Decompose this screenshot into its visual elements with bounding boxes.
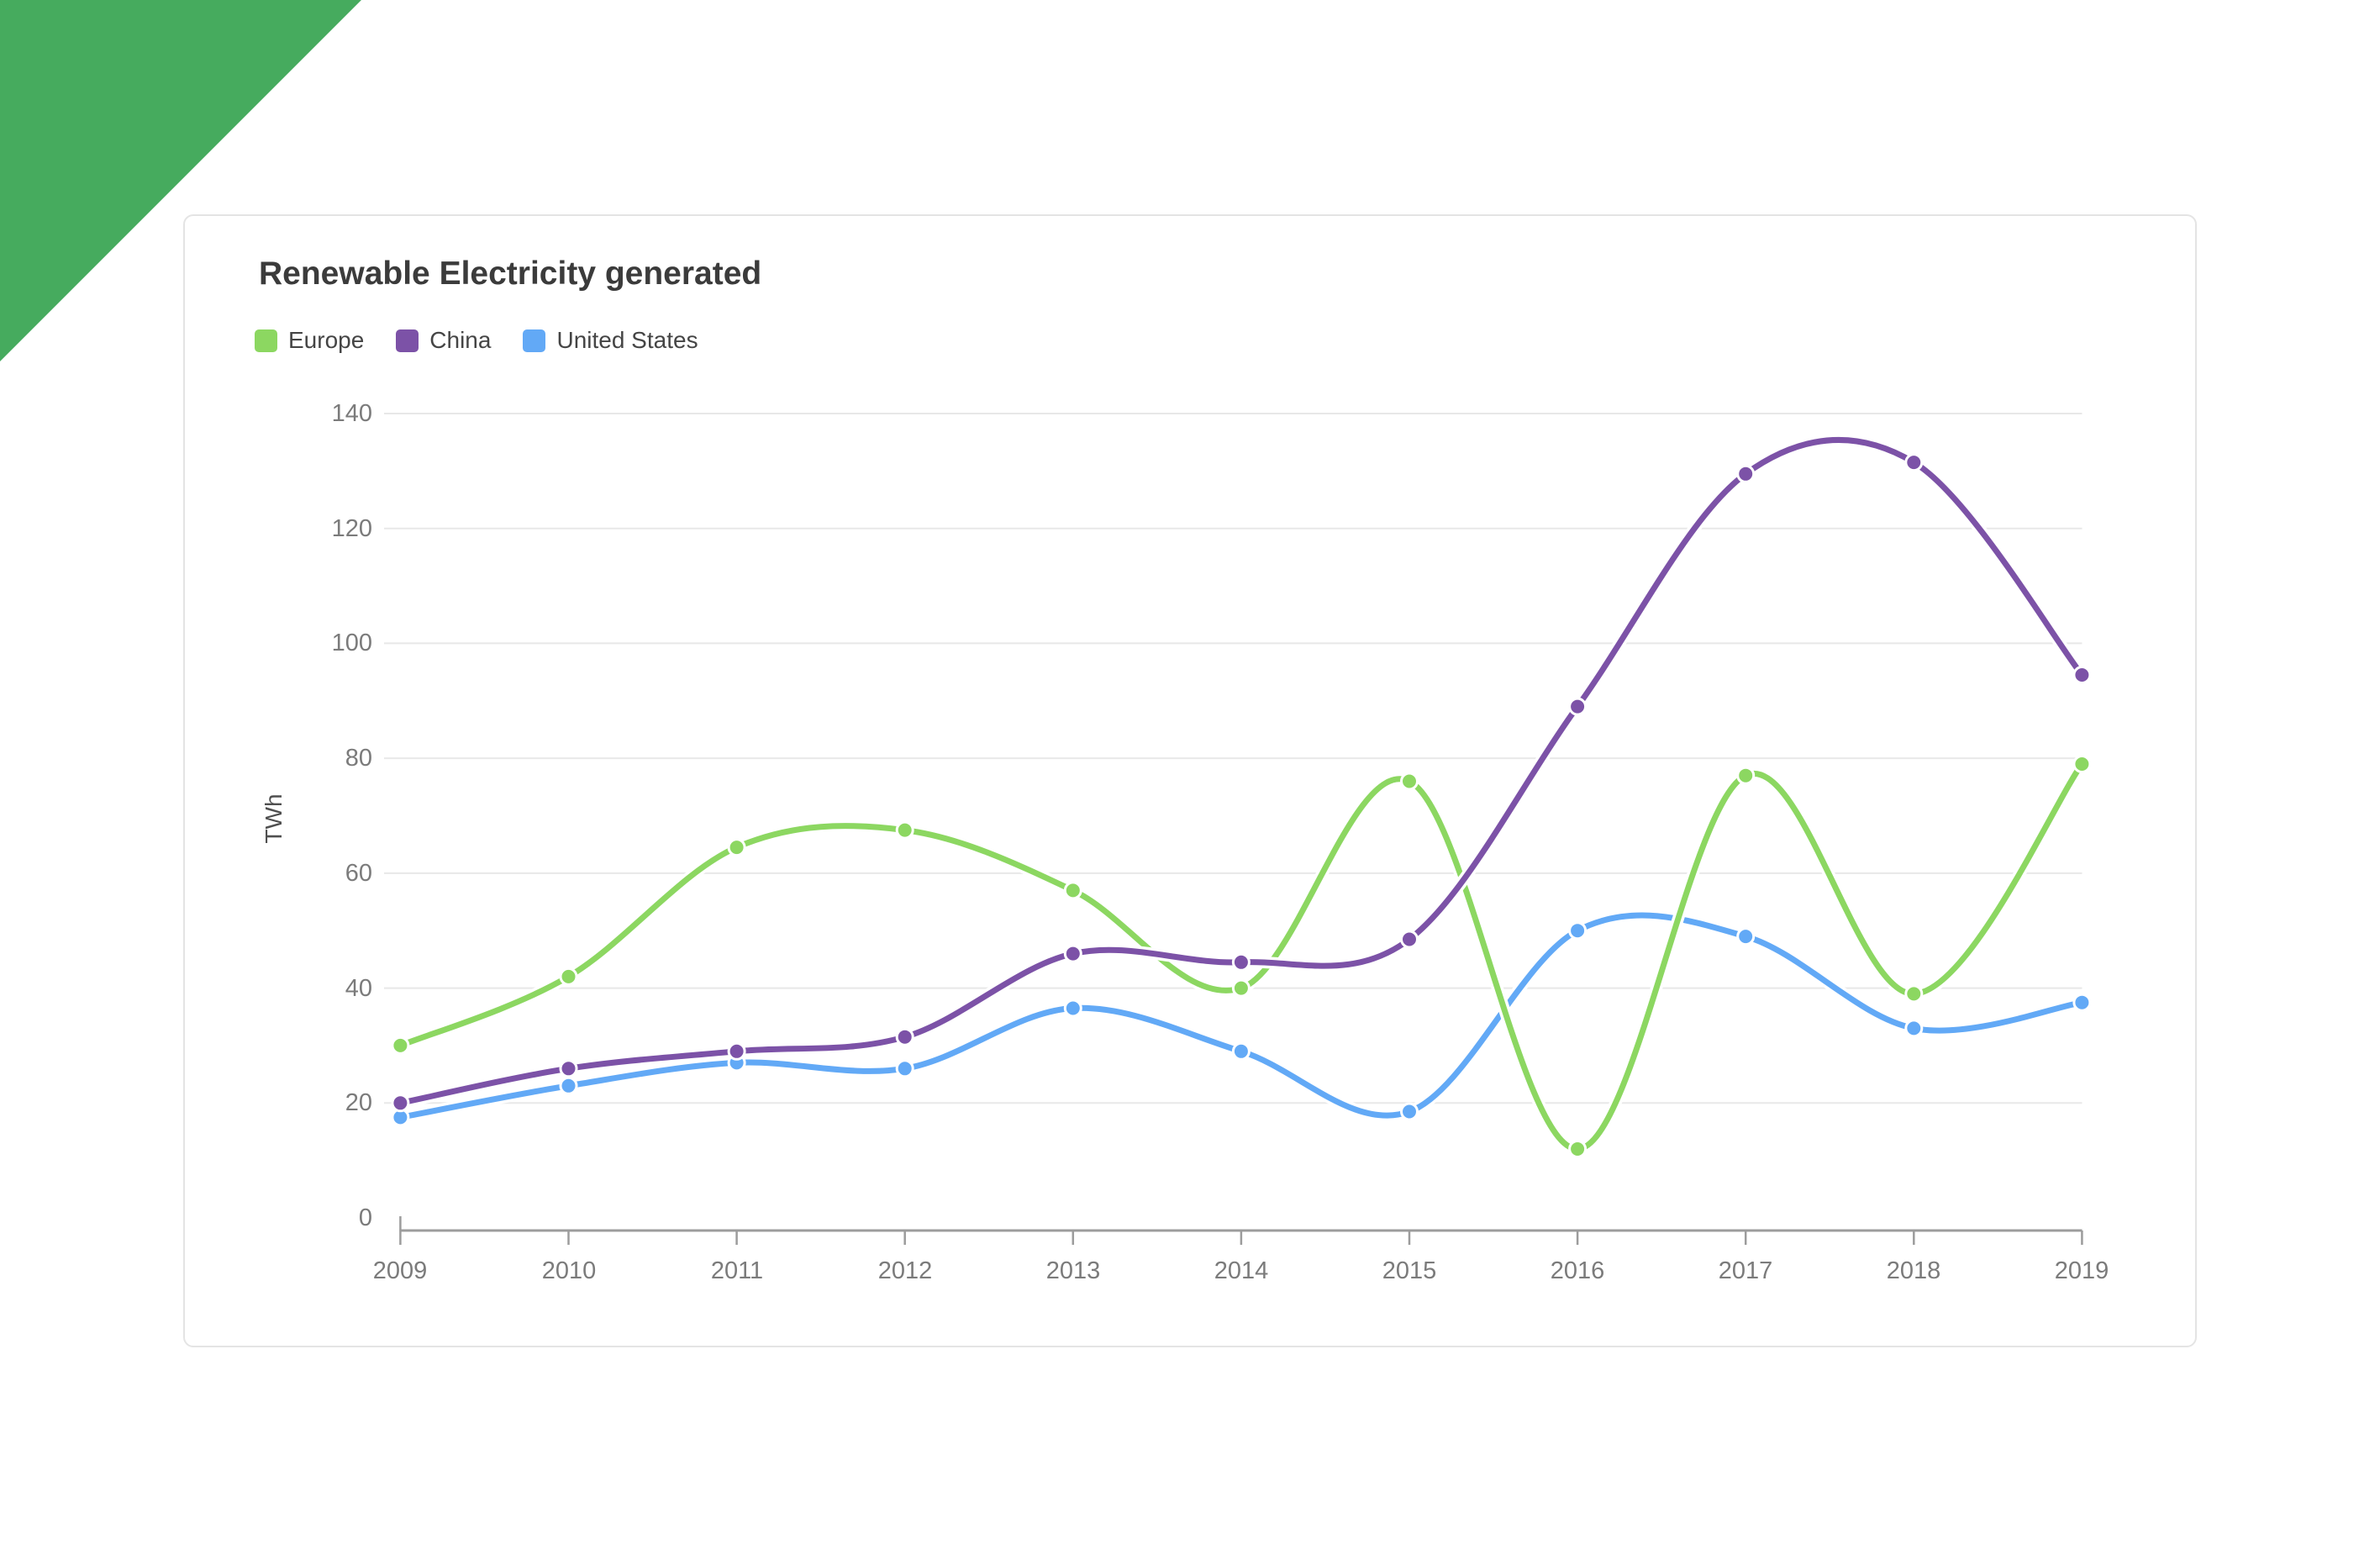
y-axis-title: TWh — [261, 793, 287, 844]
china-series-swatch-icon — [396, 329, 419, 352]
chart-title: Renewable Electricity generated — [259, 256, 762, 292]
legend-item-united-states[interactable]: United States — [523, 327, 698, 354]
x-axis-tick-label-2011: 2011 — [710, 1257, 764, 1284]
x-axis-tick-label-2009: 2009 — [372, 1257, 428, 1284]
y-axis-tick-label-80: 80 — [345, 745, 372, 772]
united-states-series-swatch-icon — [523, 329, 546, 352]
y-axis-tick-label-40: 40 — [345, 975, 372, 1002]
x-axis-tick-label-2014: 2014 — [1214, 1257, 1269, 1284]
y-axis-tick-label-60: 60 — [345, 860, 372, 887]
y-axis-tick-label-120: 120 — [331, 515, 372, 542]
y-axis-tick-label-20: 20 — [345, 1089, 372, 1116]
legend-item-china[interactable]: China — [396, 327, 491, 354]
chart-legend: Europe China United States — [255, 327, 698, 354]
x-axis-tick-label-2016: 2016 — [1550, 1257, 1605, 1284]
chart-card — [183, 214, 2197, 1347]
x-axis-tick-label-2013: 2013 — [1045, 1257, 1101, 1284]
legend-label-europe: Europe — [288, 327, 365, 353]
x-axis-tick-label-2018: 2018 — [1886, 1257, 1941, 1284]
x-axis-tick-label-2012: 2012 — [877, 1257, 933, 1284]
legend-label-united-states: United States — [556, 327, 698, 353]
y-axis-tick-label-100: 100 — [331, 630, 372, 656]
europe-series-swatch-icon — [255, 329, 277, 352]
legend-label-china: China — [429, 327, 492, 353]
x-axis-tick-label-2010: 2010 — [541, 1257, 597, 1284]
y-axis-tick-label-0: 0 — [358, 1204, 372, 1231]
y-axis-tick-label-140: 140 — [331, 400, 372, 427]
x-axis-tick-label-2019: 2019 — [2054, 1257, 2109, 1284]
x-axis-tick-label-2015: 2015 — [1382, 1257, 1437, 1284]
x-axis-tick-label-2017: 2017 — [1718, 1257, 1773, 1284]
legend-item-europe[interactable]: Europe — [255, 327, 364, 354]
